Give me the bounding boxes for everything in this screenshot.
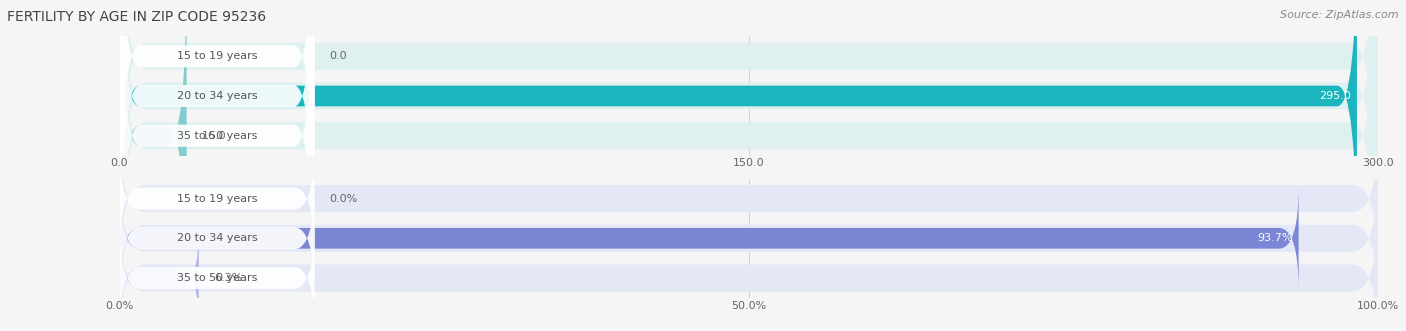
Text: Source: ZipAtlas.com: Source: ZipAtlas.com — [1281, 10, 1399, 20]
Text: 93.7%: 93.7% — [1257, 233, 1292, 243]
Text: 16.0: 16.0 — [201, 131, 226, 141]
FancyBboxPatch shape — [120, 0, 187, 311]
Text: 35 to 50 years: 35 to 50 years — [177, 273, 257, 283]
FancyBboxPatch shape — [120, 0, 315, 245]
FancyBboxPatch shape — [120, 0, 315, 284]
FancyBboxPatch shape — [120, 223, 315, 331]
FancyBboxPatch shape — [120, 143, 315, 254]
Text: 0.0%: 0.0% — [329, 194, 359, 204]
Text: 20 to 34 years: 20 to 34 years — [177, 91, 257, 101]
FancyBboxPatch shape — [120, 171, 1378, 306]
Text: 0.0: 0.0 — [329, 51, 347, 61]
FancyBboxPatch shape — [120, 0, 1357, 271]
Text: 6.3%: 6.3% — [214, 273, 242, 283]
Text: 15 to 19 years: 15 to 19 years — [177, 51, 257, 61]
Text: 15 to 19 years: 15 to 19 years — [177, 194, 257, 204]
FancyBboxPatch shape — [120, 187, 1299, 290]
FancyBboxPatch shape — [120, 0, 1378, 286]
FancyBboxPatch shape — [120, 0, 1378, 326]
Text: 35 to 50 years: 35 to 50 years — [177, 131, 257, 141]
FancyBboxPatch shape — [120, 0, 315, 324]
Text: FERTILITY BY AGE IN ZIP CODE 95236: FERTILITY BY AGE IN ZIP CODE 95236 — [7, 10, 266, 24]
FancyBboxPatch shape — [120, 0, 1378, 331]
Text: 295.0: 295.0 — [1319, 91, 1351, 101]
Text: 20 to 34 years: 20 to 34 years — [177, 233, 257, 243]
FancyBboxPatch shape — [120, 226, 198, 330]
FancyBboxPatch shape — [120, 131, 1378, 266]
FancyBboxPatch shape — [120, 183, 315, 294]
FancyBboxPatch shape — [120, 211, 1378, 331]
